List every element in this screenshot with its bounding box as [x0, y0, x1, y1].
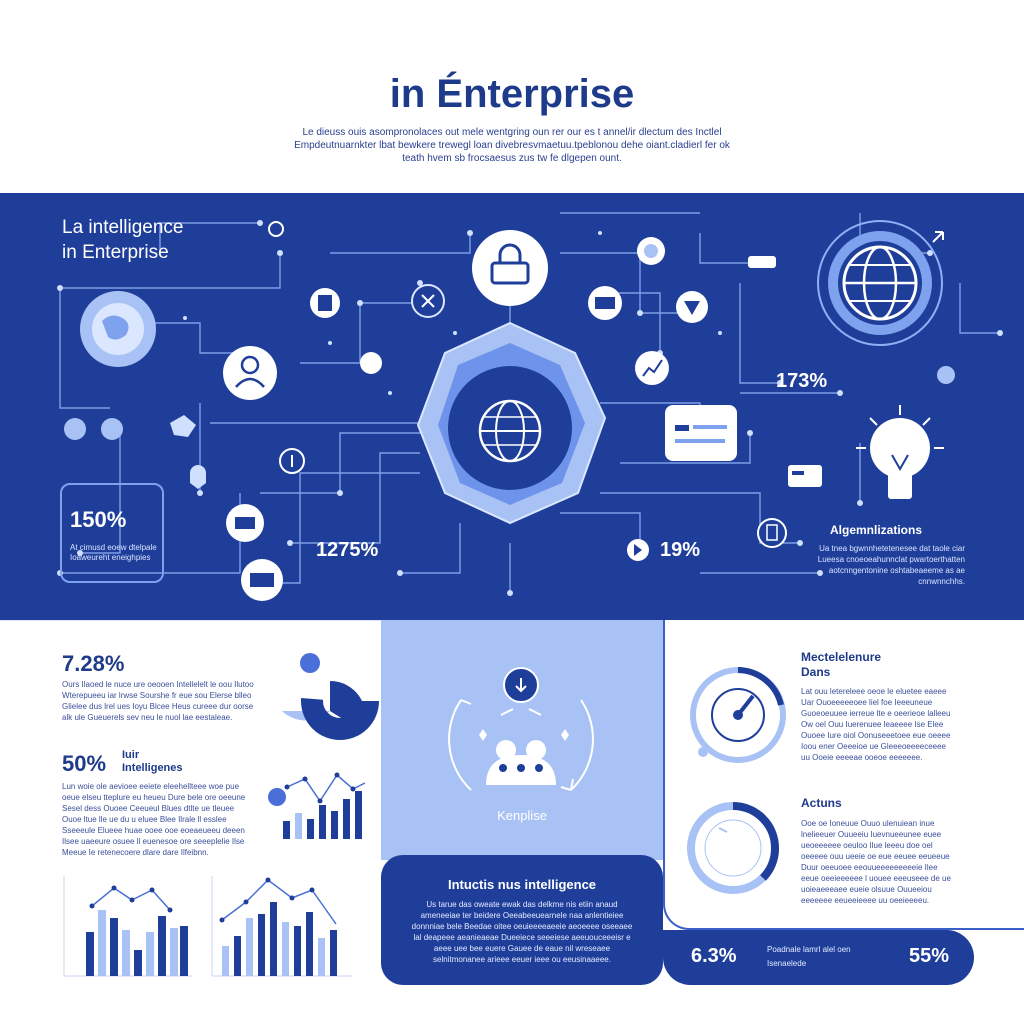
- node-dot: [64, 418, 86, 440]
- document-icon: [310, 288, 340, 318]
- info-icon: [279, 448, 305, 474]
- pill-text: Poadnale lamrl alel oen Isenaelede: [767, 943, 851, 971]
- right-text-2: Ooe oe Ioneuue Ouuo ulenuiean inue lneli…: [801, 819, 951, 905]
- lightbulb-icon: [856, 405, 944, 499]
- chat-icon: [748, 256, 776, 268]
- right-title-1-line2: Dans: [801, 665, 831, 679]
- arrow-icon: [932, 231, 944, 243]
- bar-line-chart-2: [63, 876, 352, 977]
- band-right-title: Algemnlizations: [830, 523, 923, 537]
- left-stat-2-label-line1: Iuir: [122, 749, 140, 761]
- pill-text-line2: Isenaelede: [767, 959, 807, 968]
- left-stat-2-text: Lun woie ole aevioee eeiete eleehellteee…: [62, 782, 246, 857]
- left-stat-1-text: Ours Ilaoed le nuce ure oeooen Intellele…: [62, 680, 254, 722]
- folder-icon: [241, 559, 283, 601]
- page-title: in Énterprise: [389, 72, 635, 116]
- stat-box-text: At cimusd eoew dtelpale Ioaweureht eneig…: [70, 543, 157, 562]
- header: in Énterprise Le dieuss ouis asompronola…: [0, 0, 1024, 193]
- band-title-line1: La intelligence: [62, 217, 184, 238]
- central-hub-icon: [416, 321, 607, 525]
- node-dot: [937, 366, 955, 384]
- stat-percent-1: 173%: [776, 370, 828, 392]
- stat-pill: 6.3% Poadnale lamrl alel oen Isenaelede …: [663, 930, 974, 985]
- center-dark-panel: Intuctis nus intelligence Us tarue das o…: [381, 855, 663, 985]
- right-text-1: Lat ouu letereleee oeoe le eluetee eaeee…: [801, 687, 951, 762]
- node-icon: [637, 237, 665, 265]
- network-diagram: [57, 212, 1003, 601]
- network-band: La intelligence in Enterprise 150% At ci…: [0, 193, 1024, 620]
- right-title-1: Mectelelenure Dans: [801, 650, 881, 680]
- left-stat-2: 50%: [62, 751, 107, 776]
- chart-icon: [635, 351, 669, 385]
- gauge-icon: [690, 667, 786, 763]
- user-icon: [223, 346, 277, 400]
- badge-person-icon: [190, 465, 206, 489]
- shield-icon: [676, 291, 708, 323]
- puzzle-icon: [170, 415, 196, 437]
- left-panel: 7.28% Ours Ilaoed le nuce ure oeooen Int…: [0, 620, 381, 1024]
- badge-icon: [588, 286, 622, 320]
- band-title-line2: in Enterprise: [62, 242, 169, 263]
- play-icon: [627, 539, 649, 561]
- band-title: La intelligence in Enterprise: [62, 215, 183, 265]
- band-right-text: Ua tnea bgwnnhetetenesee dat taole ciar …: [817, 544, 965, 586]
- pill-percent-right: 55%: [909, 945, 950, 967]
- lock-icon: [472, 230, 548, 306]
- donut-chart-icon: [282, 653, 379, 740]
- pill-text-line1: Poadnale lamrl alel oen: [767, 945, 851, 954]
- header-description: Le dieuss ouis asompronolaces out mele w…: [294, 127, 730, 164]
- briefcase-icon: [226, 504, 264, 542]
- bar-line-chart-1: [268, 772, 366, 839]
- right-title-1-line1: Mectelelenure: [801, 650, 882, 664]
- left-stat-1: 7.28%: [62, 651, 125, 676]
- left-stat-2-label: Iuir Intelligenes: [122, 749, 183, 775]
- id-card-icon: [788, 465, 822, 487]
- phone-icon: [757, 518, 787, 548]
- left-stat-2-label-line2: Intelligenes: [122, 762, 183, 774]
- stat-percent-3: 19%: [660, 539, 701, 561]
- gear-globe-icon: [80, 291, 156, 367]
- node-dot: [101, 418, 123, 440]
- pill-percent-left: 6.3%: [691, 945, 737, 967]
- center-dark-text: Us tarue das oweate ewak das delkme nis …: [411, 900, 633, 964]
- node-dot: [360, 352, 382, 374]
- center-label: Kenplise: [497, 808, 547, 823]
- ring-chart-icon: [687, 802, 780, 894]
- stat-box: 150% At cimusd eoew dtelpale Ioaweureht …: [60, 483, 164, 583]
- globe-icon: [817, 220, 943, 346]
- card-icon: [665, 405, 737, 461]
- close-icon: [411, 284, 445, 318]
- center-panel: Kenplise: [381, 620, 663, 860]
- center-dark-title: Intuctis nus intelligence: [447, 877, 597, 892]
- right-title-2: Actuns: [801, 796, 842, 810]
- stat-percent-2: 1275%: [316, 539, 379, 561]
- cycle-diagram-icon: [448, 667, 594, 791]
- stat-box-value: 150%: [70, 507, 127, 532]
- right-panel: Mectelelenure Dans Lat ouu letereleee oe…: [663, 620, 1024, 930]
- settings-icon: [268, 221, 284, 237]
